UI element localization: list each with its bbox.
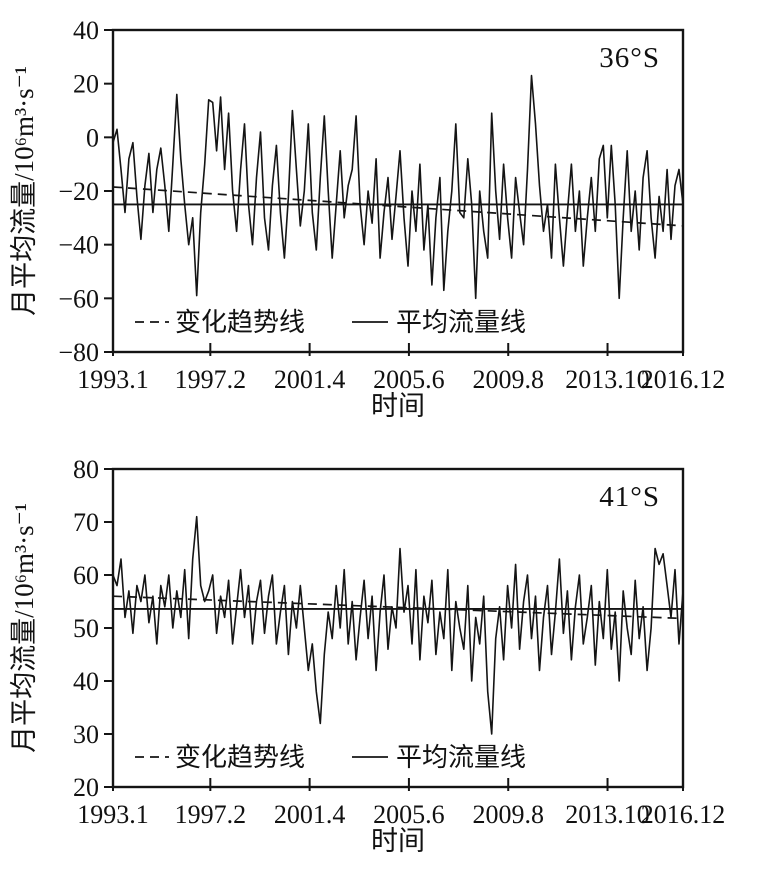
x-tick-label: 1993.1 [77, 800, 149, 829]
region-label: 41°S [599, 481, 660, 513]
legend-label-trend: 变化趋势线 [175, 743, 305, 772]
x-tick-label: 2016.12 [641, 800, 726, 829]
y-tick-label: 30 [73, 720, 99, 749]
y-tick-label: −80 [58, 338, 99, 367]
trend-line [112, 595, 684, 620]
series-line [112, 515, 684, 735]
trend-line [112, 186, 684, 227]
legend-label-mean: 平均流量线 [396, 743, 526, 772]
x-tick-label: 2013.10 [565, 800, 650, 829]
x-axis-title: 时间 [371, 391, 425, 421]
y-tick-label: −40 [58, 231, 99, 260]
x-tick-label: 1997.2 [175, 800, 247, 829]
x-tick-label: 2009.8 [472, 365, 544, 394]
y-tick-label: 50 [73, 614, 99, 643]
y-tick-label: 40 [73, 667, 99, 696]
x-tick-label: 2016.12 [641, 365, 726, 394]
x-axis-title: 时间 [371, 826, 425, 856]
y-tick-label: 80 [73, 455, 99, 484]
y-tick-label: −20 [58, 177, 99, 206]
y-tick-label: 20 [73, 70, 99, 99]
y-tick-label: 60 [73, 561, 99, 590]
y-tick-label: 40 [73, 16, 99, 45]
y-axis-title: 月平均流量/10⁶m³·s⁻¹ [9, 66, 39, 316]
y-axis-title: 月平均流量/10⁶m³·s⁻¹ [9, 503, 39, 753]
x-tick-label: 1997.2 [175, 365, 247, 394]
x-tick-label: 2005.6 [373, 800, 445, 829]
x-tick-label: 1993.1 [77, 365, 149, 394]
y-tick-label: 0 [86, 123, 99, 152]
x-tick-label: 2001.4 [274, 800, 346, 829]
y-tick-label: −60 [58, 284, 99, 313]
legend-label-mean: 平均流量线 [396, 308, 526, 337]
x-tick-label: 2013.10 [565, 365, 650, 394]
legend-label-trend: 变化趋势线 [175, 308, 305, 337]
x-tick-label: 2009.8 [472, 800, 544, 829]
region-label: 36°S [599, 42, 660, 74]
series-line [112, 74, 684, 300]
y-tick-label: 20 [73, 773, 99, 802]
x-tick-label: 2001.4 [274, 365, 346, 394]
y-tick-label: 70 [73, 508, 99, 537]
x-tick-label: 2005.6 [373, 365, 445, 394]
